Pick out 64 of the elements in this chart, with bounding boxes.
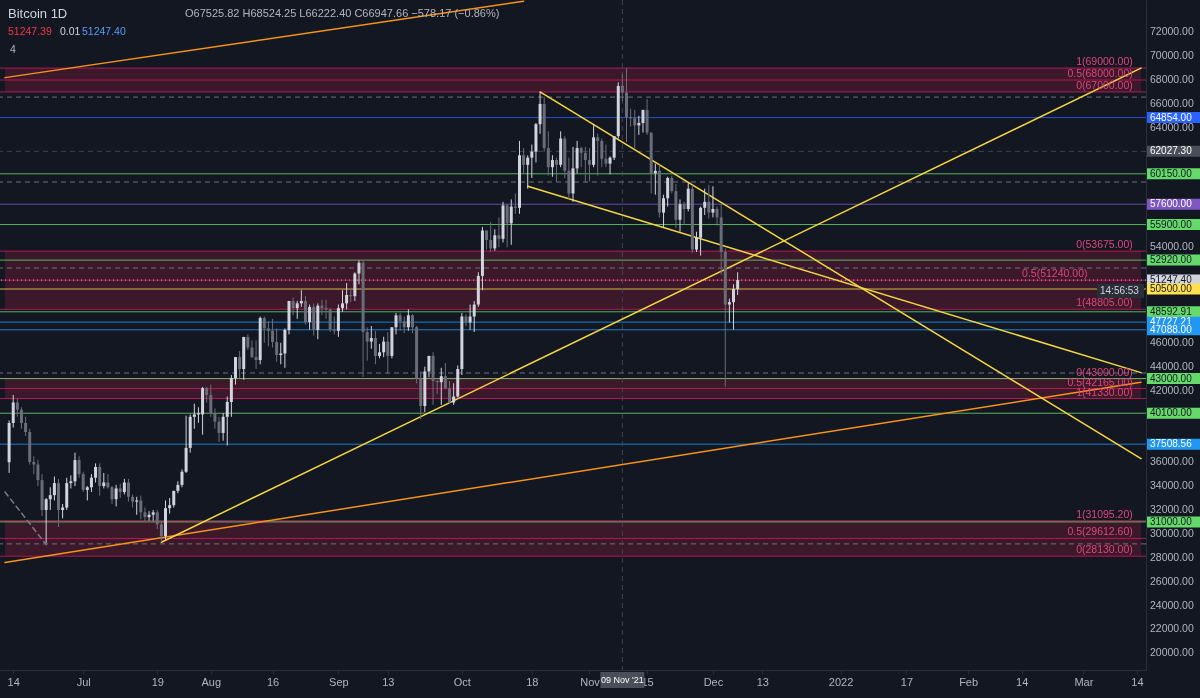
x-tick-label: 14 xyxy=(7,675,20,688)
ref-line-label: 09 Nov '21 xyxy=(601,675,644,685)
y-tick-label: 68000.00 xyxy=(1150,73,1194,86)
x-tick-label: 19 xyxy=(151,675,164,688)
y-tick-label: 30000.00 xyxy=(1150,526,1194,539)
y-tick-label: 28000.00 xyxy=(1150,550,1194,563)
text: Bitcoin 1D xyxy=(8,6,68,21)
ref-line-label: 37508.56 xyxy=(1150,438,1193,450)
annotation: 1(31095.20) xyxy=(1076,507,1133,520)
annotation: 0.5(51240.00) xyxy=(1022,267,1088,280)
x-tick-label: Feb xyxy=(959,675,979,688)
x-tick-label: 13 xyxy=(756,675,769,688)
y-tick-label: 44000.00 xyxy=(1150,359,1194,372)
ref-line-label: 52920.00 xyxy=(1150,254,1193,266)
ref-line-label: 60150.00 xyxy=(1150,167,1193,179)
y-tick-label: 32000.00 xyxy=(1150,502,1194,515)
annotation: 0(53675.00) xyxy=(1076,238,1133,251)
y-tick-label: 72000.00 xyxy=(1150,25,1194,38)
y-tick-label: 36000.00 xyxy=(1150,455,1194,468)
y-tick-label: 22000.00 xyxy=(1150,622,1194,635)
annotation: 0(28130.00) xyxy=(1076,543,1133,556)
annotation: 0.5(29612.60) xyxy=(1067,525,1133,538)
x-tick-label: 13 xyxy=(382,675,395,688)
x-tick-label: 2022 xyxy=(828,675,854,688)
x-tick-label: Mar xyxy=(1074,675,1094,688)
x-tick-label: 16 xyxy=(266,675,280,688)
y-tick-label: 26000.00 xyxy=(1150,574,1194,587)
x-tick-label: 17 xyxy=(900,675,914,688)
ref-line-label: 64854.00 xyxy=(1150,111,1193,123)
ref-line-label: 51247.40 xyxy=(1150,274,1193,286)
x-tick-label: Sep xyxy=(329,675,349,688)
annotation: 0.5(68000.00) xyxy=(1067,67,1133,80)
annotation: 4 xyxy=(10,43,16,55)
x-tick-label: 14 xyxy=(1131,675,1144,688)
ref-line-label: 43000.00 xyxy=(1150,372,1193,384)
y-tick-label: 70000.00 xyxy=(1150,49,1194,62)
annotation: 14:56:53 xyxy=(1100,285,1140,296)
annotation: 1(69000.00) xyxy=(1076,55,1133,68)
x-tick-label: Jul xyxy=(76,675,91,688)
x-tick-label: 18 xyxy=(526,675,539,688)
y-tick-label: 54000.00 xyxy=(1150,240,1194,253)
annotation: 0.01 xyxy=(60,25,81,37)
ref-line-label: 57600.00 xyxy=(1150,198,1193,210)
x-tick-label: Oct xyxy=(453,675,471,688)
y-tick-label: 42000.00 xyxy=(1150,383,1194,396)
annotation: 1(48805.00) xyxy=(1076,296,1133,309)
y-tick-label: 24000.00 xyxy=(1150,598,1194,611)
y-tick-label: 20000.00 xyxy=(1150,646,1194,659)
y-tick-label: 46000.00 xyxy=(1150,335,1194,348)
ref-line-label: 31000.00 xyxy=(1150,515,1193,527)
annotation: 51247.40 xyxy=(82,25,126,37)
ref-line-label: 50500.00 xyxy=(1150,283,1193,295)
ref-line-label: 62027.30 xyxy=(1150,145,1193,157)
y-tick-label: 34000.00 xyxy=(1150,479,1194,492)
ref-line-label: 48592.91 xyxy=(1150,305,1193,317)
y-tick-label: 64000.00 xyxy=(1150,120,1194,133)
annotation: 51247.39 xyxy=(8,25,52,37)
x-tick-label: Nov xyxy=(580,675,601,688)
x-tick-label: Dec xyxy=(703,675,724,688)
ref-line-label: 40100.00 xyxy=(1150,407,1193,419)
y-tick-label: 66000.00 xyxy=(1150,96,1194,109)
ref-line-label: 55900.00 xyxy=(1150,218,1193,230)
x-tick-label: 14 xyxy=(1016,675,1029,688)
x-tick-label: Aug xyxy=(201,675,222,688)
